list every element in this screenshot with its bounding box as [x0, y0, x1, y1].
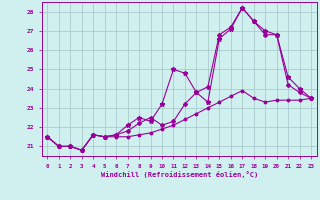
X-axis label: Windchill (Refroidissement éolien,°C): Windchill (Refroidissement éolien,°C) — [100, 171, 258, 178]
